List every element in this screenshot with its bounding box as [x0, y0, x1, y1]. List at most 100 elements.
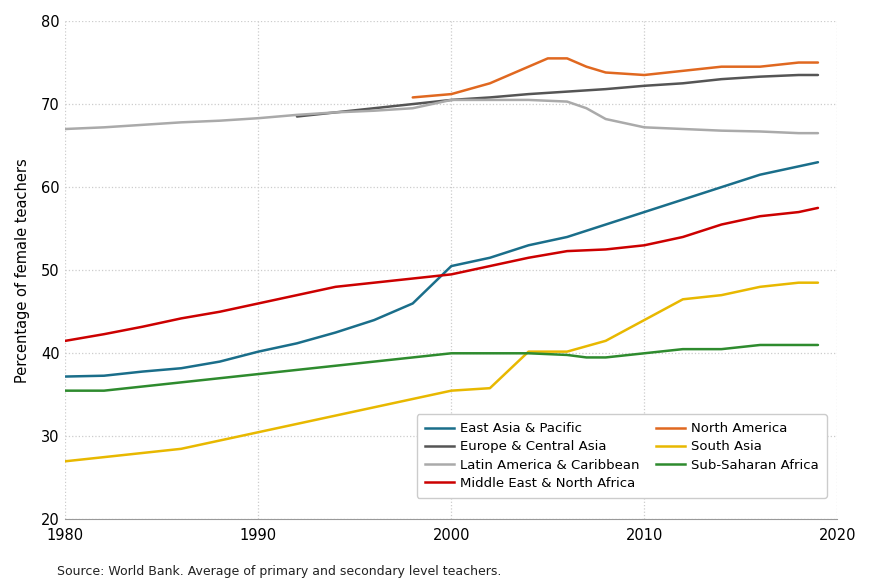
South Asia [523, 348, 534, 355]
South Asia [813, 279, 823, 286]
Europe & Central Asia [716, 76, 726, 83]
North America [716, 63, 726, 70]
Sub-Saharan Africa [562, 352, 572, 358]
South Asia [253, 429, 264, 436]
Latin America & Caribbean [176, 119, 186, 126]
Sub-Saharan Africa [408, 354, 418, 361]
South Asia [755, 284, 766, 290]
North America [408, 94, 418, 101]
Line: South Asia: South Asia [65, 283, 818, 461]
Europe & Central Asia [369, 105, 380, 112]
Latin America & Caribbean [408, 105, 418, 112]
Sub-Saharan Africa [639, 350, 650, 357]
East Asia & Pacific [716, 184, 726, 191]
Line: Middle East & North Africa: Middle East & North Africa [65, 208, 818, 341]
East Asia & Pacific [138, 368, 148, 375]
South Asia [176, 445, 186, 452]
Sub-Saharan Africa [176, 379, 186, 386]
Middle East & North Africa [523, 254, 534, 261]
Latin America & Caribbean [639, 124, 650, 131]
Latin America & Caribbean [98, 124, 109, 131]
North America [446, 91, 456, 98]
South Asia [330, 412, 341, 419]
South Asia [716, 292, 726, 299]
Legend: East Asia & Pacific, Europe & Central Asia, Latin America & Caribbean, Middle Ea: East Asia & Pacific, Europe & Central As… [416, 414, 827, 498]
Middle East & North Africa [176, 315, 186, 322]
North America [600, 69, 611, 76]
Europe & Central Asia [600, 85, 611, 92]
North America [678, 67, 688, 74]
Latin America & Caribbean [562, 98, 572, 105]
South Asia [678, 296, 688, 303]
Sub-Saharan Africa [581, 354, 591, 361]
Europe & Central Asia [793, 71, 804, 78]
Latin America & Caribbean [214, 117, 225, 124]
Line: Latin America & Caribbean: Latin America & Caribbean [65, 100, 818, 133]
East Asia & Pacific [98, 372, 109, 379]
Middle East & North Africa [600, 246, 611, 253]
East Asia & Pacific [60, 373, 71, 380]
Sub-Saharan Africa [292, 367, 302, 374]
Latin America & Caribbean [581, 105, 591, 112]
Sub-Saharan Africa [60, 387, 71, 394]
Sub-Saharan Africa [600, 354, 611, 361]
Sub-Saharan Africa [138, 383, 148, 390]
North America [581, 63, 591, 70]
Middle East & North Africa [330, 284, 341, 290]
North America [793, 59, 804, 66]
East Asia & Pacific [639, 209, 650, 216]
South Asia [292, 421, 302, 428]
Sub-Saharan Africa [98, 387, 109, 394]
Sub-Saharan Africa [523, 350, 534, 357]
East Asia & Pacific [408, 300, 418, 307]
North America [543, 55, 553, 62]
Sub-Saharan Africa [716, 346, 726, 353]
East Asia & Pacific [793, 163, 804, 170]
Middle East & North Africa [60, 338, 71, 345]
Middle East & North Africa [813, 205, 823, 211]
South Asia [639, 317, 650, 324]
Europe & Central Asia [292, 113, 302, 120]
Sub-Saharan Africa [813, 342, 823, 349]
Middle East & North Africa [253, 300, 264, 307]
Latin America & Caribbean [716, 127, 726, 134]
Sub-Saharan Africa [253, 371, 264, 378]
Line: Sub-Saharan Africa: Sub-Saharan Africa [65, 345, 818, 390]
Middle East & North Africa [678, 234, 688, 241]
East Asia & Pacific [446, 263, 456, 270]
North America [484, 80, 495, 87]
Latin America & Caribbean [446, 96, 456, 103]
South Asia [98, 454, 109, 461]
South Asia [446, 387, 456, 394]
Latin America & Caribbean [369, 107, 380, 114]
East Asia & Pacific [600, 221, 611, 228]
East Asia & Pacific [523, 242, 534, 249]
Latin America & Caribbean [523, 96, 534, 103]
Middle East & North Africa [98, 331, 109, 338]
Y-axis label: Percentage of female teachers: Percentage of female teachers [15, 158, 30, 382]
Sub-Saharan Africa [330, 363, 341, 370]
Latin America & Caribbean [253, 114, 264, 121]
Middle East & North Africa [755, 213, 766, 220]
Latin America & Caribbean [600, 116, 611, 123]
Sub-Saharan Africa [484, 350, 495, 357]
South Asia [60, 458, 71, 465]
Middle East & North Africa [484, 263, 495, 270]
Middle East & North Africa [369, 279, 380, 286]
Latin America & Caribbean [755, 128, 766, 135]
Middle East & North Africa [716, 221, 726, 228]
South Asia [793, 279, 804, 286]
South Asia [484, 385, 495, 392]
East Asia & Pacific [253, 348, 264, 355]
Line: North America: North America [413, 58, 818, 98]
East Asia & Pacific [755, 171, 766, 178]
Middle East & North Africa [292, 292, 302, 299]
East Asia & Pacific [292, 340, 302, 347]
North America [639, 71, 650, 78]
Latin America & Caribbean [793, 130, 804, 137]
East Asia & Pacific [678, 196, 688, 203]
Sub-Saharan Africa [214, 375, 225, 382]
East Asia & Pacific [330, 329, 341, 336]
Sub-Saharan Africa [446, 350, 456, 357]
Latin America & Caribbean [138, 121, 148, 128]
